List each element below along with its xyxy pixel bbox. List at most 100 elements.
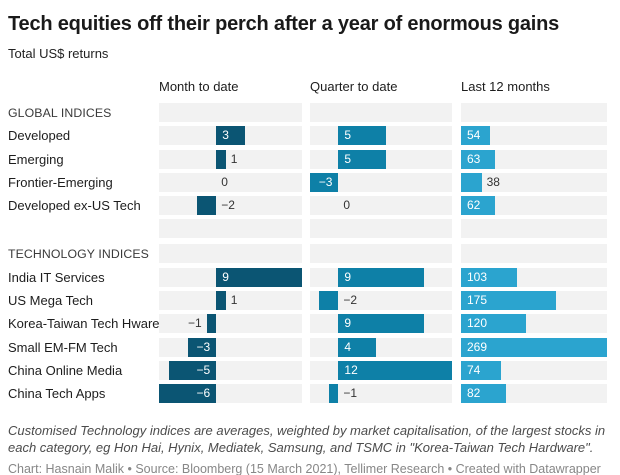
row-label: US Mega Tech (8, 293, 94, 309)
row-label: China Tech Apps (8, 386, 106, 402)
value-label: 5 (344, 151, 352, 166)
value-label: 82 (467, 386, 481, 401)
value-label: 62 (467, 198, 481, 213)
footnote: Customised Technology indices are averag… (8, 423, 606, 456)
chart-subtitle: Total US$ returns (8, 46, 109, 61)
bar (461, 126, 491, 146)
section-header-row: TECHNOLOGY INDICES (8, 244, 607, 264)
bar (197, 196, 217, 216)
value-label: −3 (318, 174, 333, 189)
bar-track: −6 (159, 384, 302, 404)
bar-track (461, 219, 607, 239)
row-label (8, 219, 159, 238)
value-label: −2 (343, 293, 358, 308)
value-label: 175 (467, 293, 488, 308)
bar-track (461, 103, 607, 122)
value-label: 1 (230, 293, 238, 308)
bar (328, 384, 339, 404)
row-label: Frontier-Emerging (8, 174, 113, 190)
bar (338, 360, 452, 380)
bar-track: −3 (310, 172, 452, 192)
bar (338, 314, 424, 334)
column-headers: Month to date Quarter to date Last 12 mo… (8, 78, 607, 94)
value-label: 38 (486, 174, 500, 189)
bar (461, 267, 517, 287)
bar-track: 38 (461, 172, 607, 192)
section-label: GLOBAL INDICES (8, 105, 112, 120)
row-label: Small EM-FM Tech (8, 339, 118, 355)
bar-track: 120 (461, 314, 607, 334)
column-header-last-12-months: Last 12 months (461, 79, 550, 94)
value-label: 120 (467, 316, 488, 331)
value-label: 12 (344, 362, 358, 377)
bar (216, 267, 302, 287)
section-header-row: GLOBAL INDICES (8, 103, 607, 122)
section-label: TECHNOLOGY INDICES (8, 246, 149, 261)
row-label: China Online Media (8, 362, 123, 378)
table-row: India IT Services 9 9 103 (8, 267, 607, 287)
bar-track: 5 (310, 149, 452, 169)
value-label: 3 (222, 128, 229, 143)
spacer-row (8, 219, 607, 239)
value-label: 9 (222, 269, 229, 284)
bar (206, 314, 217, 334)
value-label: 63 (467, 151, 481, 166)
row-label: India IT Services (8, 269, 105, 285)
bar-track: 0 (310, 196, 452, 216)
bar-track: 54 (461, 126, 607, 146)
bar (216, 291, 226, 311)
bar (461, 337, 607, 357)
bar-track (461, 244, 607, 264)
bar-track: −1 (159, 314, 302, 334)
value-label: 0 (343, 198, 351, 213)
bar-track: 62 (461, 196, 607, 216)
bar-track: 1 (159, 149, 302, 169)
value-label: 54 (467, 128, 481, 143)
value-label: −5 (196, 362, 211, 377)
value-label: 269 (467, 339, 488, 354)
table-row: Frontier-Emerging 0 −3 38 (8, 172, 607, 192)
value-label: 4 (344, 339, 352, 354)
bar-track: 9 (310, 267, 452, 287)
bar-track: 1 (159, 291, 302, 311)
chart-rows: GLOBAL INDICES Developed 3 5 54 Emerging 1 5 63 F… (8, 103, 607, 404)
bar (310, 172, 339, 192)
bar (338, 337, 377, 357)
bar-track: 63 (461, 149, 607, 169)
bar-track: 3 (159, 126, 302, 146)
table-row: Emerging 1 5 63 (8, 149, 607, 169)
table-row: Developed ex-US Tech −2 0 62 (8, 196, 607, 216)
bar-track: 269 (461, 337, 607, 357)
bar-track: 9 (159, 267, 302, 287)
value-label: −6 (196, 386, 211, 401)
bar (461, 172, 482, 192)
bar-track (159, 244, 302, 264)
bar-track: 82 (461, 384, 607, 404)
bar (338, 267, 424, 287)
bar-track: −3 (159, 337, 302, 357)
value-label: 9 (344, 269, 352, 284)
bar-track (159, 103, 302, 122)
row-label: Developed (8, 128, 71, 144)
value-label: 0 (221, 174, 228, 189)
bar (461, 291, 556, 311)
value-label: 103 (467, 269, 488, 284)
value-label: 9 (344, 316, 352, 331)
value-label: 5 (344, 128, 352, 143)
bar (216, 126, 245, 146)
table-row: Developed 3 5 54 (8, 126, 607, 146)
table-row: Small EM-FM Tech −3 4 269 (8, 337, 607, 357)
bar (461, 360, 502, 380)
value-label: 74 (467, 362, 481, 377)
bar (461, 384, 506, 404)
bar-track: 4 (310, 337, 452, 357)
bar-track: 74 (461, 360, 607, 380)
table-row: US Mega Tech 1 −2 175 (8, 291, 607, 311)
bar-track: −1 (310, 384, 452, 404)
table-row: China Tech Apps −6 −1 82 (8, 384, 607, 404)
row-label: Korea-Taiwan Tech Hware (8, 316, 159, 332)
bar (216, 149, 226, 169)
bar (338, 149, 386, 169)
row-label: Developed ex-US Tech (8, 198, 141, 214)
